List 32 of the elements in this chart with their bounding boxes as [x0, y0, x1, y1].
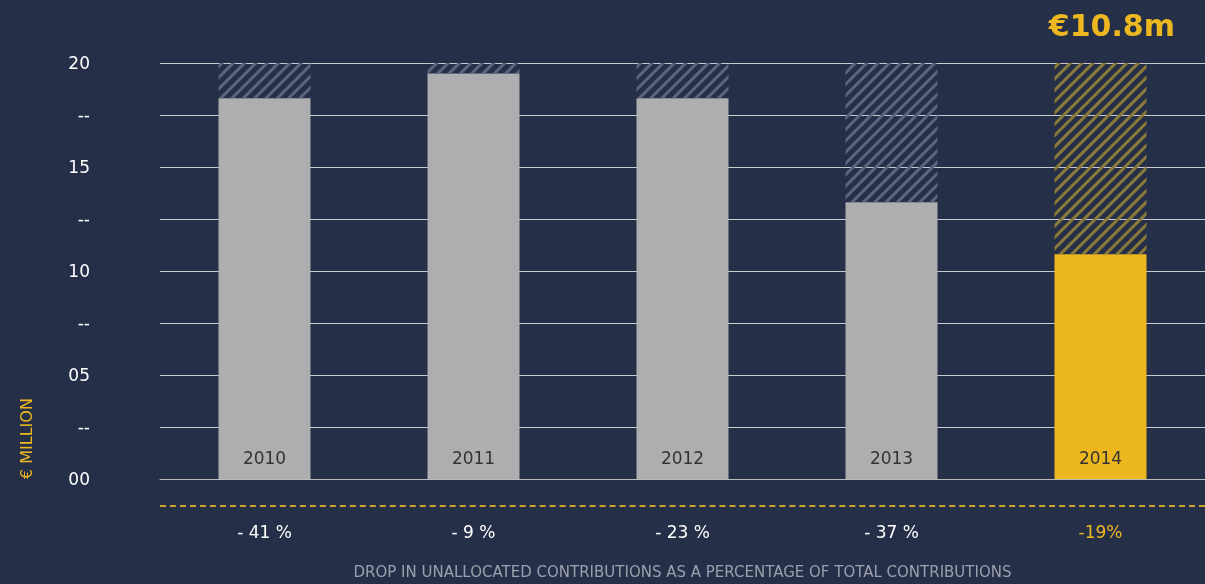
text: - 37 %	[864, 522, 919, 542]
x-tick-label: 2012	[660, 447, 705, 468]
y-tick-label: --	[77, 105, 90, 125]
x-tick-label: 2013	[869, 447, 914, 468]
x-axis-title: DROP IN UNALLOCATED CONTRIBUTIONS AS A PERCENTAGE OF TOTAL CONTRIBUTIONS	[353, 562, 1012, 581]
text: - 41 %	[237, 522, 292, 542]
y-axis-title: € MILLION	[16, 398, 36, 479]
bar	[1054, 254, 1147, 479]
bar	[636, 98, 729, 479]
y-tick-label: 10	[68, 261, 90, 281]
y-tick-label: 20	[68, 53, 90, 73]
bar	[218, 63, 311, 99]
y-tick-label: 05	[68, 365, 90, 385]
bar	[218, 98, 311, 479]
chart-title: €10.8m	[1047, 7, 1175, 43]
x-tick-label: 2014	[1078, 447, 1123, 468]
y-tick-label: --	[77, 313, 90, 333]
x-tick-label: 2011	[451, 447, 496, 468]
bar	[427, 73, 520, 479]
bar	[636, 63, 729, 99]
text: - 9 %	[451, 522, 496, 542]
x-tick-label: 2010	[242, 447, 287, 468]
y-tick-label: 00	[68, 469, 90, 489]
text: -19%	[1078, 522, 1123, 542]
y-tick-label: --	[77, 417, 90, 437]
bar	[427, 63, 520, 74]
text: - 23 %	[655, 522, 710, 542]
y-tick-label: 15	[68, 157, 90, 177]
bar	[845, 202, 938, 479]
bar	[1054, 63, 1147, 255]
bar	[845, 63, 938, 203]
y-tick-label: --	[77, 209, 90, 229]
